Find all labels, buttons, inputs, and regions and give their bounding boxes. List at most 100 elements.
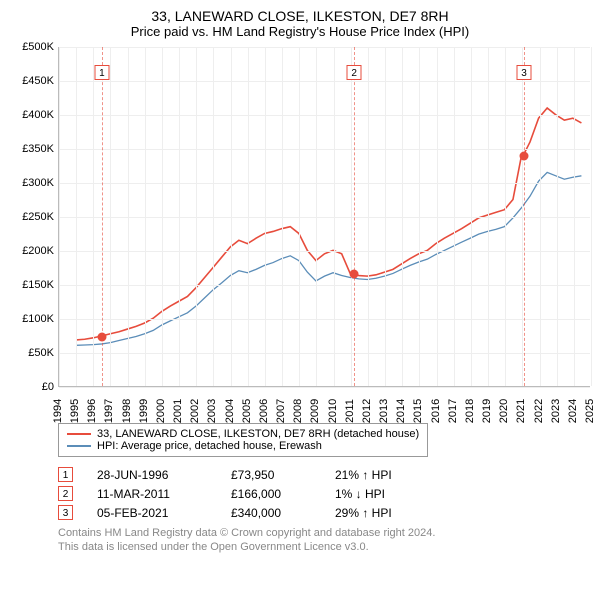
v-gridline — [248, 47, 249, 386]
v-gridline — [334, 47, 335, 386]
v-gridline — [368, 47, 369, 386]
h-gridline — [59, 47, 590, 48]
y-tick-label: £350K — [22, 143, 54, 155]
x-tick-label: 2000 — [155, 399, 167, 423]
legend-item: 33, LANEWARD CLOSE, ILKESTON, DE7 8RH (d… — [67, 428, 419, 440]
sale-marker-line — [524, 47, 525, 386]
v-gridline — [419, 47, 420, 386]
v-gridline — [59, 47, 60, 386]
sale-date: 28-JUN-1996 — [97, 468, 207, 482]
sale-dot — [350, 270, 359, 279]
v-gridline — [540, 47, 541, 386]
x-tick-label: 2024 — [567, 399, 579, 423]
sale-row: 211-MAR-2011£166,0001% ↓ HPI — [58, 486, 590, 501]
h-gridline — [59, 217, 590, 218]
x-tick-label: 2023 — [550, 399, 562, 423]
x-tick-label: 2014 — [395, 399, 407, 423]
x-tick-label: 2006 — [258, 399, 270, 423]
sale-marker-box: 3 — [517, 65, 532, 80]
x-tick-label: 2013 — [378, 399, 390, 423]
x-tick-label: 2009 — [309, 399, 321, 423]
x-tick-label: 2005 — [241, 399, 253, 423]
footer-line-2: This data is licensed under the Open Gov… — [58, 540, 590, 554]
v-gridline — [591, 47, 592, 386]
x-tick-label: 2019 — [481, 399, 493, 423]
v-gridline — [265, 47, 266, 386]
x-tick-label: 2002 — [189, 399, 201, 423]
legend: 33, LANEWARD CLOSE, ILKESTON, DE7 8RH (d… — [58, 423, 428, 457]
h-gridline — [59, 251, 590, 252]
plot-area: 123 — [58, 47, 590, 387]
v-gridline — [93, 47, 94, 386]
sale-price: £73,950 — [231, 468, 311, 482]
sale-row: 305-FEB-2021£340,00029% ↑ HPI — [58, 505, 590, 520]
x-tick-label: 1998 — [121, 399, 133, 423]
x-tick-label: 2016 — [430, 399, 442, 423]
y-tick-label: £450K — [22, 75, 54, 87]
legend-swatch — [67, 445, 91, 447]
v-gridline — [454, 47, 455, 386]
v-gridline — [213, 47, 214, 386]
h-gridline — [59, 353, 590, 354]
sale-delta: 1% ↓ HPI — [335, 487, 425, 501]
sale-row: 1 28-JUN-1996 £73,950 21% ↑ HPI — [58, 467, 590, 482]
x-tick-label: 2010 — [327, 399, 339, 423]
x-tick-label: 1994 — [52, 399, 64, 423]
legend-item: HPI: Average price, detached house, Erew… — [67, 440, 419, 452]
h-gridline — [59, 115, 590, 116]
sale-date: 05-FEB-2021 — [97, 506, 207, 520]
chart-title: 33, LANEWARD CLOSE, ILKESTON, DE7 8RH — [10, 8, 590, 24]
x-tick-label: 2011 — [344, 399, 356, 423]
x-tick-label: 2003 — [206, 399, 218, 423]
legend-label: HPI: Average price, detached house, Erew… — [97, 440, 322, 452]
x-tick-label: 2017 — [447, 399, 459, 423]
x-tick-label: 2020 — [498, 399, 510, 423]
x-tick-label: 2004 — [224, 399, 236, 423]
y-tick-label: £150K — [22, 279, 54, 291]
y-tick-label: £300K — [22, 177, 54, 189]
x-tick-label: 2022 — [533, 399, 545, 423]
h-gridline — [59, 285, 590, 286]
x-tick-label: 1997 — [103, 399, 115, 423]
x-tick-label: 1995 — [69, 399, 81, 423]
sale-index: 3 — [58, 505, 73, 520]
v-gridline — [488, 47, 489, 386]
chart-area: £0£50K£100K£150K£200K£250K£300K£350K£400… — [10, 47, 590, 417]
chart-subtitle: Price paid vs. HM Land Registry's House … — [10, 24, 590, 39]
v-gridline — [110, 47, 111, 386]
sale-marker-line — [354, 47, 355, 386]
x-tick-label: 2012 — [361, 399, 373, 423]
sale-marker-box: 1 — [94, 65, 109, 80]
v-gridline — [299, 47, 300, 386]
y-tick-label: £100K — [22, 313, 54, 325]
v-gridline — [145, 47, 146, 386]
v-gridline — [179, 47, 180, 386]
v-gridline — [76, 47, 77, 386]
v-gridline — [128, 47, 129, 386]
x-tick-label: 2021 — [515, 399, 527, 423]
y-tick-label: £50K — [28, 347, 54, 359]
x-axis-labels: 1994199519961997199819992000200120022003… — [58, 387, 590, 417]
sale-delta: 29% ↑ HPI — [335, 506, 425, 520]
v-gridline — [505, 47, 506, 386]
sale-delta: 21% ↑ HPI — [335, 468, 425, 482]
x-tick-label: 2008 — [292, 399, 304, 423]
v-gridline — [557, 47, 558, 386]
sales-table: 1 28-JUN-1996 £73,950 21% ↑ HPI 211-MAR-2011… — [58, 467, 590, 520]
legend-swatch — [67, 433, 91, 435]
sale-dot — [520, 151, 529, 160]
v-gridline — [385, 47, 386, 386]
footer-line-1: Contains HM Land Registry data © Crown c… — [58, 526, 590, 540]
v-gridline — [402, 47, 403, 386]
legend-label: 33, LANEWARD CLOSE, ILKESTON, DE7 8RH (d… — [97, 428, 419, 440]
x-tick-label: 1996 — [86, 399, 98, 423]
v-gridline — [471, 47, 472, 386]
v-gridline — [351, 47, 352, 386]
sale-index: 1 — [58, 467, 73, 482]
h-gridline — [59, 149, 590, 150]
sale-date: 11-MAR-2011 — [97, 487, 207, 501]
v-gridline — [231, 47, 232, 386]
x-tick-label: 1999 — [138, 399, 150, 423]
x-tick-label: 2001 — [172, 399, 184, 423]
y-tick-label: £400K — [22, 109, 54, 121]
